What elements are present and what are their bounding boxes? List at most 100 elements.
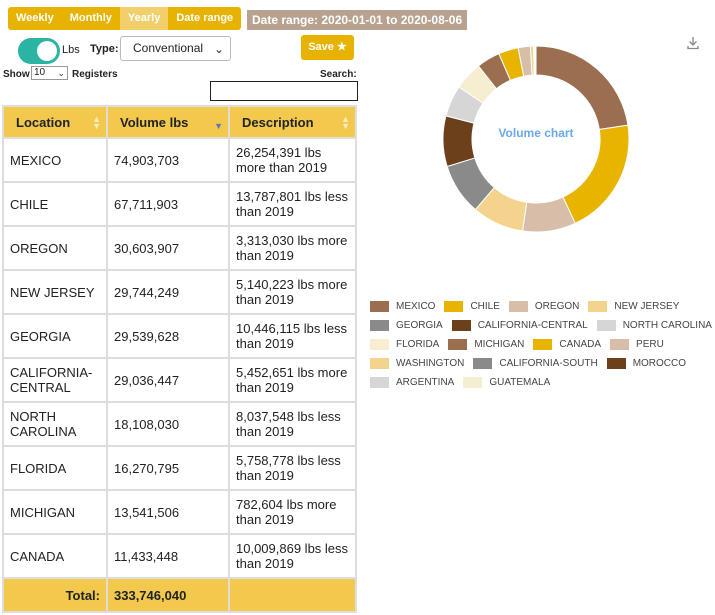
legend-item[interactable]: MICHIGAN xyxy=(448,339,524,350)
legend-swatch xyxy=(533,339,553,350)
sort-icon: ▲ ▼ xyxy=(341,114,350,131)
legend-label: MOROCCO xyxy=(632,358,687,369)
table-header-row: Location ▲ ▼ Volume lbs ▼ Description ▲ ▼ xyxy=(2,105,357,139)
total-empty-cell xyxy=(228,577,357,613)
legend-item[interactable]: OREGON xyxy=(508,301,579,312)
legend-swatch xyxy=(606,358,626,369)
date-range-button[interactable]: Date range xyxy=(176,12,234,24)
legend-item[interactable]: WASHINGTON xyxy=(370,358,464,369)
legend-label: PERU xyxy=(636,339,664,350)
legend-item[interactable]: MOROCCO xyxy=(606,358,687,369)
date-range-label: Date range: 2020-01-01 to 2020-08-06 xyxy=(247,10,468,30)
header-volume[interactable]: Volume lbs ▼ xyxy=(106,105,230,139)
legend-row: ARGENTINA GUATEMALA xyxy=(370,373,710,392)
volume-cell: 18,108,030 xyxy=(106,401,230,447)
legend-item[interactable]: ARGENTINA xyxy=(370,377,454,388)
volume-cell: 16,270,795 xyxy=(106,445,230,491)
location-cell: NEW JERSEY xyxy=(2,269,108,315)
legend-swatch xyxy=(588,301,608,312)
legend-swatch xyxy=(508,301,528,312)
legend-item[interactable]: CANADA xyxy=(533,339,601,350)
header-volume-label: Volume lbs xyxy=(120,114,189,130)
legend-swatch xyxy=(448,339,468,350)
yearly-button[interactable]: Yearly xyxy=(119,7,169,30)
description-cell: 5,140,223 lbs more than 2019 xyxy=(228,269,357,315)
table-row: MICHIGAN 13,541,506 782,604 lbs more than … xyxy=(2,489,357,535)
legend-item[interactable]: FLORIDA xyxy=(370,339,439,350)
volume-cell: 74,903,703 xyxy=(106,137,230,183)
weekly-button[interactable]: Weekly xyxy=(16,12,54,24)
legend-label: NORTH CAROLINA xyxy=(622,320,712,331)
legend-item[interactable]: MEXICO xyxy=(370,301,435,312)
legend-swatch xyxy=(370,339,389,350)
slice-mexico[interactable] xyxy=(535,45,629,131)
description-cell: 10,446,115 lbs less than 2019 xyxy=(228,313,357,359)
total-row: Total: 333,746,040 xyxy=(2,577,357,613)
download-icon[interactable] xyxy=(686,36,700,50)
registers-label: Registers xyxy=(72,69,118,80)
legend-row: MEXICO CHILE OREGON NEW JERSEY xyxy=(370,297,710,316)
volume-cell: 29,539,628 xyxy=(106,313,230,359)
location-cell: GEORGIA xyxy=(2,313,108,359)
legend-label: GEORGIA xyxy=(396,320,443,331)
description-cell: 13,787,801 lbs less than 2019 xyxy=(228,181,357,227)
slice-california-central[interactable] xyxy=(442,115,476,168)
legend-swatch xyxy=(463,377,483,388)
page-size-value: 10 xyxy=(34,67,46,78)
legend-item[interactable]: NEW JERSEY xyxy=(588,301,679,312)
unit-toggle[interactable] xyxy=(18,38,60,64)
location-cell: MICHIGAN xyxy=(2,489,108,535)
table-row: GEORGIA 29,539,628 10,446,115 lbs less tha… xyxy=(2,313,357,359)
legend-item[interactable]: CALIFORNIA-CENTRAL xyxy=(451,320,588,331)
search-input[interactable] xyxy=(210,81,358,101)
monthly-button[interactable]: Monthly xyxy=(69,12,112,24)
legend-swatch xyxy=(451,320,471,331)
volume-cell: 11,433,448 xyxy=(106,533,230,579)
legend-item[interactable]: GEORGIA xyxy=(370,320,443,331)
location-cell: NORTH CAROLINA xyxy=(2,401,108,447)
legend-item[interactable]: PERU xyxy=(610,339,664,350)
header-description-label: Description xyxy=(242,114,314,130)
table-row: FLORIDA 16,270,795 5,758,778 lbs less than… xyxy=(2,445,357,491)
type-select[interactable]: Conventional ⌄ xyxy=(120,36,231,61)
legend-swatch xyxy=(444,301,464,312)
legend-row: GEORGIA CALIFORNIA-CENTRAL NORTH CAROLINA xyxy=(370,316,712,335)
type-value: Conventional xyxy=(133,41,204,55)
page-size-select[interactable]: 10 ⌄ xyxy=(31,66,68,80)
table-row: OREGON 30,603,907 3,313,030 lbs more than … xyxy=(2,225,357,271)
type-label: Type: xyxy=(90,43,119,55)
legend-label: MICHIGAN xyxy=(474,339,525,350)
chart-legend: MEXICO CHILE OREGON NEW JERSEY GEORGIA CALIFO… xyxy=(370,297,712,392)
header-description[interactable]: Description ▲ ▼ xyxy=(228,105,357,139)
table-row: NEW JERSEY 29,744,249 5,140,223 lbs more t… xyxy=(2,269,357,315)
description-cell: 5,758,778 lbs less than 2019 xyxy=(228,445,357,491)
location-cell: FLORIDA xyxy=(2,445,108,491)
description-cell: 3,313,030 lbs more than 2019 xyxy=(228,225,357,271)
legend-label: NEW JERSEY xyxy=(614,301,680,312)
total-label: Total: xyxy=(2,577,108,613)
legend-item[interactable]: GUATEMALA xyxy=(463,377,550,388)
legend-label: WASHINGTON xyxy=(396,358,465,369)
legend-row: FLORIDA MICHIGAN CANADA PERU xyxy=(370,335,710,354)
total-value: 333,746,040 xyxy=(106,577,230,613)
legend-swatch xyxy=(370,301,389,312)
description-cell: 10,009,869 lbs less than 2019 xyxy=(228,533,357,579)
save-button[interactable]: Save ★ xyxy=(301,35,354,60)
description-cell: 26,254,391 lbs more than 2019 xyxy=(228,137,357,183)
legend-label: CHILE xyxy=(470,301,500,312)
legend-item[interactable]: CHILE xyxy=(444,301,500,312)
table-row: CALIFORNIA-CENTRAL 29,036,447 5,452,651 lb… xyxy=(2,357,357,403)
header-location[interactable]: Location ▲ ▼ xyxy=(2,105,108,139)
legend-label: CALIFORNIA-CENTRAL xyxy=(477,320,588,331)
location-cell: MEXICO xyxy=(2,137,108,183)
legend-swatch xyxy=(370,358,389,369)
legend-swatch xyxy=(610,339,630,350)
donut-chart xyxy=(442,45,630,233)
legend-label: ARGENTINA xyxy=(396,377,455,388)
volume-cell: 13,541,506 xyxy=(106,489,230,535)
legend-swatch xyxy=(473,358,493,369)
sort-icon: ▲ ▼ xyxy=(92,114,101,131)
legend-item[interactable]: NORTH CAROLINA xyxy=(596,320,712,331)
legend-item[interactable]: CALIFORNIA-SOUTH xyxy=(473,358,598,369)
volume-cell: 29,744,249 xyxy=(106,269,230,315)
